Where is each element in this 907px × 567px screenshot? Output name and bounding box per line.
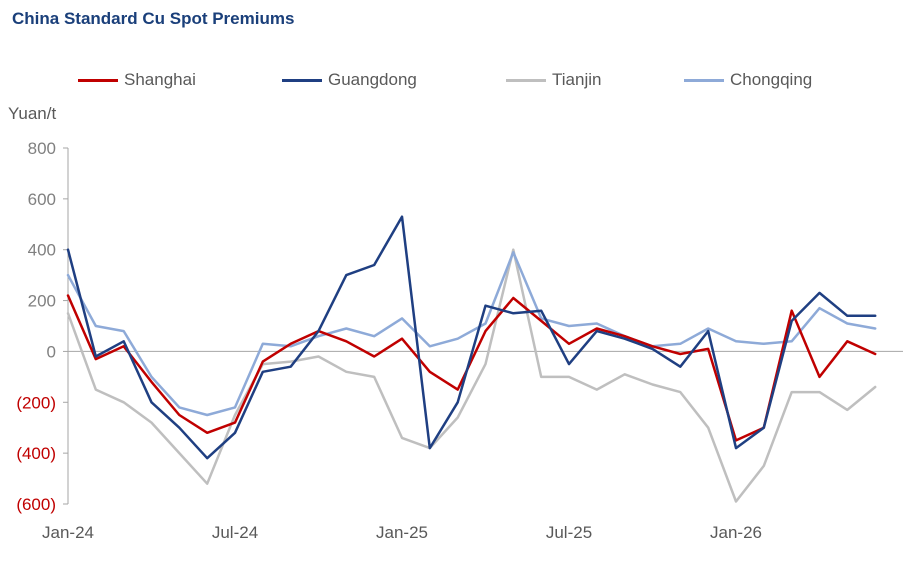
legend-label-guangdong: Guangdong	[328, 70, 417, 89]
x-tick-label: Jan-24	[42, 523, 94, 542]
chart-title: China Standard Cu Spot Premiums	[12, 9, 295, 28]
series-line-chongqing	[66, 251, 877, 417]
legend-label-chongqing: Chongqing	[730, 70, 813, 89]
y-tick-label: 400	[28, 241, 56, 260]
y-tick-label: (200)	[16, 393, 56, 412]
y-axis-label: Yuan/t	[8, 104, 57, 123]
legend-swatch-tianjin	[506, 78, 546, 82]
series-line-shanghai	[66, 294, 877, 442]
series-line-guangdong	[66, 215, 877, 460]
legend-item-chongqing: Chongqing	[684, 70, 812, 90]
legend-item-shanghai: Shanghai	[78, 70, 196, 90]
x-tick-label: Jan-25	[376, 523, 428, 542]
x-tick-label: Jul-25	[546, 523, 592, 542]
x-tick-label: Jan-26	[710, 523, 762, 542]
legend-swatch-shanghai	[78, 78, 118, 82]
y-tick-label: (600)	[16, 495, 56, 514]
legend-label-tianjin: Tianjin	[552, 70, 602, 89]
chart-legend: Shanghai Guangdong Tianjin Chongqing	[0, 70, 907, 98]
legend-item-tianjin: Tianjin	[506, 70, 601, 90]
legend-item-guangdong: Guangdong	[282, 70, 417, 90]
legend-swatch-chongqing	[684, 78, 724, 82]
y-tick-label: 0	[47, 342, 56, 361]
y-tick-label: 800	[28, 139, 56, 158]
y-tick-label: (400)	[16, 444, 56, 463]
legend-swatch-guangdong	[282, 78, 322, 82]
y-tick-label: 600	[28, 190, 56, 209]
legend-label-shanghai: Shanghai	[124, 70, 196, 89]
x-tick-label: Jul-24	[212, 523, 258, 542]
series-line-tianjin	[66, 248, 877, 503]
y-tick-label: 200	[28, 292, 56, 311]
